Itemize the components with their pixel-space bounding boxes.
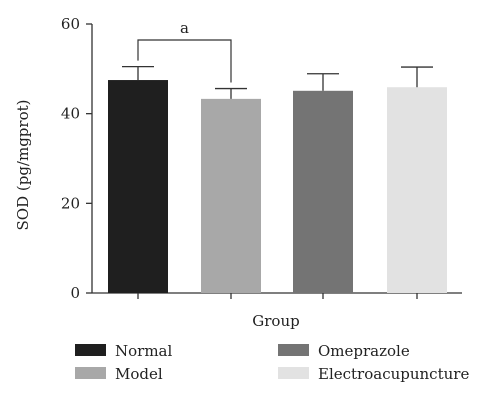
legend-item: Model <box>75 365 163 383</box>
y-tick-label: 20 <box>61 194 80 212</box>
bar-omeprazole <box>293 90 353 293</box>
y-axis: 0 20 40 60 <box>61 15 93 302</box>
legend: Normal Model Omeprazole Electroacupuncture <box>75 342 469 383</box>
significance-bracket <box>137 39 232 83</box>
legend-swatch <box>278 344 309 356</box>
error-bars-group <box>122 65 433 99</box>
significance-label: a <box>180 19 189 37</box>
y-tick-label: 40 <box>61 105 80 123</box>
legend-label: Normal <box>115 342 172 360</box>
legend-label: Electroacupuncture <box>318 365 469 383</box>
legend-swatch <box>75 344 106 356</box>
bars-group <box>108 80 447 294</box>
legend-label: Omeprazole <box>318 342 410 360</box>
legend-item: Normal <box>75 342 172 360</box>
legend-item: Electroacupuncture <box>278 365 469 383</box>
bar-model <box>201 98 261 293</box>
y-tick-label: 60 <box>61 15 80 33</box>
y-axis-title: SOD (pg/mgprot) <box>14 100 32 231</box>
legend-label: Model <box>115 365 163 383</box>
legend-item: Omeprazole <box>278 342 410 360</box>
annotations-group: a <box>137 19 232 83</box>
x-axis <box>92 292 462 299</box>
legend-swatch <box>75 367 106 379</box>
bar-electroacupuncture <box>387 87 447 293</box>
legend-swatch <box>278 367 309 379</box>
bar-normal <box>108 80 168 294</box>
y-tick-label: 0 <box>70 284 80 302</box>
x-axis-title: Group <box>252 312 299 330</box>
